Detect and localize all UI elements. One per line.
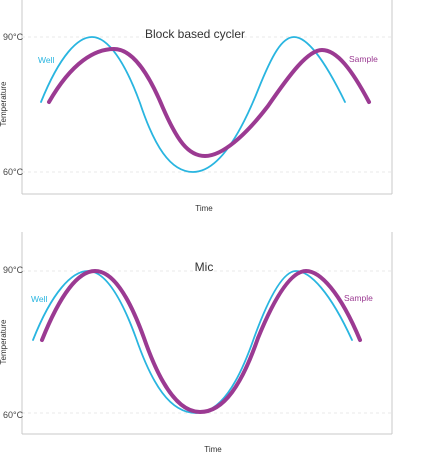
y-tick-label: 90°C: [3, 265, 24, 275]
x-axis-label: Time: [195, 204, 213, 213]
y-axis-label: Temperature: [0, 81, 8, 126]
chart-panel-block-cycler: Block based cycler 90°C 60°C Temperature…: [0, 0, 393, 213]
series-label-sample: Sample: [349, 54, 378, 64]
series-label-sample: Sample: [344, 293, 373, 303]
chart-panel-mic: Mic 90°C 60°C Temperature Time Well Samp…: [0, 232, 393, 454]
series-label-well: Well: [38, 55, 54, 65]
y-axis-label: Temperature: [0, 319, 8, 364]
chart-title: Block based cycler: [145, 27, 245, 41]
series-line-sample: [47, 46, 371, 159]
y-tick-label: 60°C: [3, 410, 24, 420]
y-tick-label: 90°C: [3, 32, 24, 42]
series-line-well: [32, 270, 353, 414]
x-axis-label: Time: [204, 445, 222, 454]
series-label-well: Well: [31, 294, 47, 304]
series-line-sample: [40, 268, 362, 415]
chart-title: Mic: [195, 260, 214, 274]
y-tick-label: 60°C: [3, 167, 24, 177]
series-line-well: [40, 36, 346, 173]
